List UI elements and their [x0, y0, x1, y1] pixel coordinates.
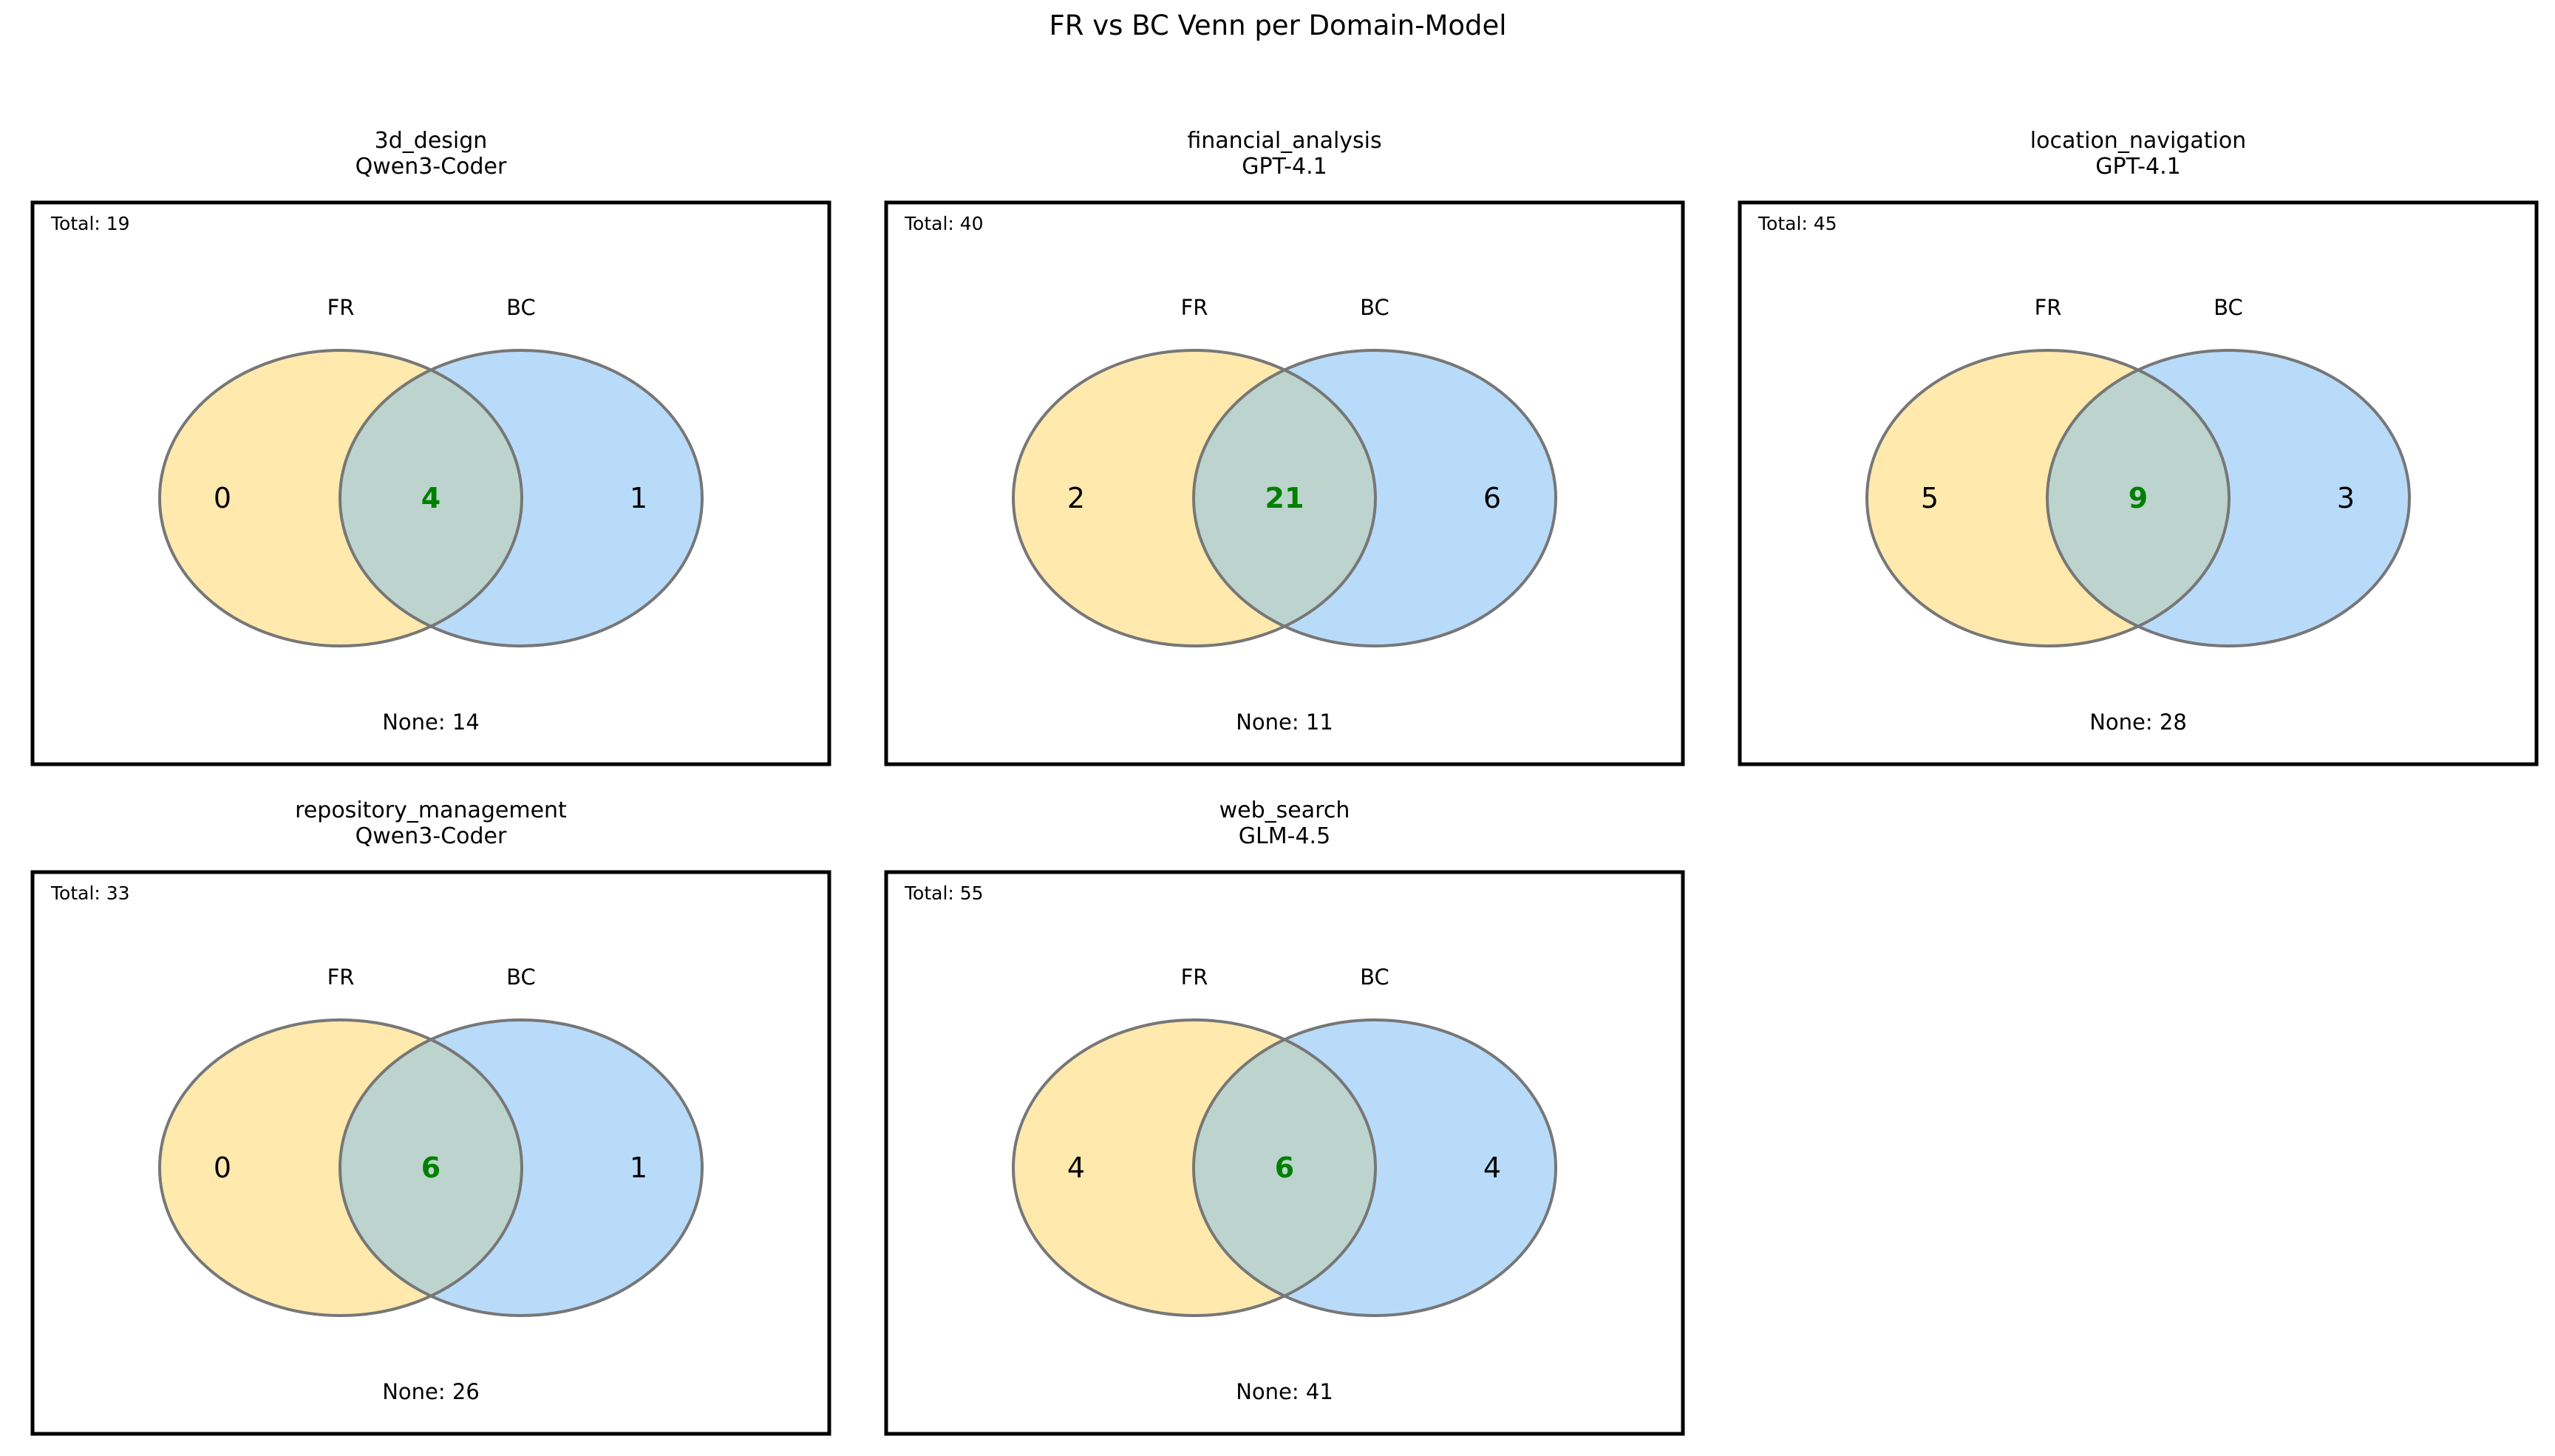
- panel-title: web_search: [1219, 797, 1350, 823]
- both-count: 6: [421, 1151, 440, 1184]
- none-label: None: 14: [382, 710, 480, 735]
- set-label-fr: FR: [2035, 295, 2062, 320]
- figure-title: FR vs BC Venn per Domain-Model: [1049, 10, 1506, 41]
- set-label-bc: BC: [2214, 295, 2243, 320]
- both-count: 6: [1275, 1151, 1294, 1184]
- panel-frame: [30, 200, 831, 766]
- none-label: None: 26: [382, 1379, 480, 1404]
- panel-subtitle: GPT-4.1: [1242, 154, 1327, 180]
- fr-only-count: 4: [1067, 1151, 1085, 1184]
- set-label-bc: BC: [1360, 965, 1389, 990]
- panel-frame: [884, 200, 1685, 766]
- bc-circle-outline: [1192, 1018, 1557, 1317]
- total-label: Total: 55: [904, 882, 984, 904]
- panel-title: location_navigation: [2030, 128, 2246, 154]
- total-label: Total: 19: [50, 213, 130, 234]
- panel-frame: [884, 870, 1685, 1436]
- none-label: None: 11: [1236, 710, 1333, 735]
- set-label-fr: FR: [327, 295, 355, 320]
- panel-frame: [1738, 200, 2539, 766]
- fr-circle-outline: [1012, 349, 1377, 647]
- fr-only-count: 0: [214, 1151, 231, 1184]
- none-label: None: 28: [2089, 710, 2187, 735]
- bc-only-count: 3: [2337, 482, 2355, 514]
- none-label: None: 41: [1236, 1379, 1333, 1404]
- total-label: Total: 33: [50, 882, 130, 904]
- panel-subtitle: Qwen3-Coder: [355, 823, 507, 849]
- both-count: 4: [421, 482, 440, 514]
- bc-only-count: 1: [630, 1151, 647, 1184]
- fr-circle-outline: [1012, 1018, 1377, 1317]
- set-label-bc: BC: [506, 295, 536, 320]
- bc-only-count: 6: [1483, 482, 1501, 514]
- fr-only-count: 2: [1067, 482, 1085, 514]
- both-count: 21: [1265, 482, 1304, 514]
- fr-circle-outline: [158, 349, 523, 647]
- set-label-fr: FR: [1181, 295, 1208, 320]
- bc-only-count: 1: [630, 482, 647, 514]
- fr-circle-outline: [158, 1018, 523, 1317]
- bc-circle-outline: [2046, 349, 2411, 647]
- panel-subtitle: GLM-4.5: [1239, 823, 1330, 849]
- panel-title: repository_management: [295, 797, 567, 823]
- total-label: Total: 45: [1758, 213, 1837, 234]
- bc-circle-outline: [338, 1018, 704, 1317]
- fr-only-count: 0: [214, 482, 231, 514]
- panel-title: financial_analysis: [1187, 128, 1381, 154]
- set-label-fr: FR: [1181, 965, 1208, 990]
- bc-circle-outline: [338, 349, 704, 647]
- bc-circle-outline: [1192, 349, 1557, 647]
- panel-subtitle: GPT-4.1: [2095, 154, 2180, 180]
- bc-only-count: 4: [1483, 1151, 1501, 1184]
- panel-title: 3d_design: [375, 128, 488, 154]
- panel-subtitle: Qwen3-Coder: [355, 154, 507, 180]
- set-label-bc: BC: [1360, 295, 1389, 320]
- total-label: Total: 40: [904, 213, 984, 234]
- both-count: 9: [2129, 482, 2148, 514]
- fr-circle-outline: [1865, 349, 2231, 647]
- panel-frame: [30, 870, 831, 1436]
- set-label-fr: FR: [327, 965, 355, 990]
- set-label-bc: BC: [506, 965, 536, 990]
- fr-only-count: 5: [1921, 482, 1939, 514]
